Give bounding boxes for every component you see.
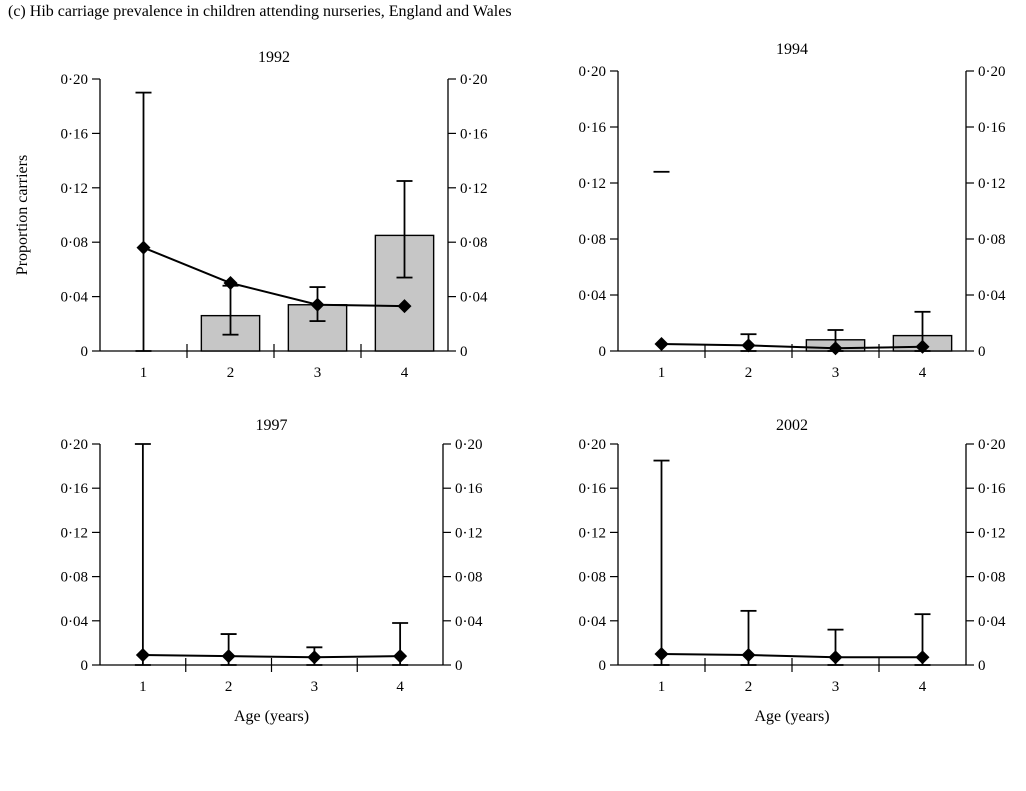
y-axis-label: Proportion carriers <box>14 155 31 275</box>
data-point-marker <box>828 341 843 356</box>
series-line <box>142 654 401 659</box>
y-tick-label-right: 0·12 <box>978 525 1006 541</box>
y-tick-label-right: 0·16 <box>460 126 488 142</box>
y-tick-label-left: 0·12 <box>61 525 89 541</box>
data-point-marker <box>828 650 843 665</box>
x-tick-label: 1 <box>140 365 148 381</box>
y-tick-label-left: 0 <box>599 658 607 674</box>
x-tick-label: 3 <box>311 679 319 695</box>
x-tick-label: 3 <box>832 365 840 381</box>
x-tick-label: 3 <box>832 679 840 695</box>
y-tick-label-right: 0·12 <box>978 176 1006 192</box>
series-line <box>143 246 405 308</box>
series-line <box>661 652 923 659</box>
chart-panel-1997: 1997 0 0 0·04 0·04 0·08 0·08 0·12 0·12 0·16 0·16 0·… <box>61 417 483 725</box>
chart-panel-2002: 2002 0 0 0·04 0·04 0·08 0·08 0·12 0·12 0·16 0·16 0·… <box>579 417 1006 725</box>
x-tick-label: 4 <box>919 679 927 695</box>
x-axis-label: Age (years) <box>234 708 309 725</box>
figure-caption: (c) Hib carriage prevalence in children … <box>8 3 512 20</box>
panel-title: 2002 <box>776 417 808 434</box>
y-tick-label-right: 0·08 <box>460 235 488 251</box>
data-point-marker <box>223 276 238 290</box>
y-tick-label-left: 0·16 <box>579 120 607 136</box>
y-tick-label-right: 0·16 <box>978 481 1006 497</box>
data-point-marker <box>915 650 930 665</box>
y-tick-label-right: 0·04 <box>455 614 483 630</box>
y-tick-label-right: 0·12 <box>455 525 483 541</box>
x-tick-label: 2 <box>227 365 235 381</box>
data-point-marker <box>397 299 412 314</box>
y-tick-label-left: 0·04 <box>579 614 607 630</box>
y-tick-label-right: 0·20 <box>455 437 483 453</box>
y-tick-label-left: 0·08 <box>579 232 607 248</box>
y-tick-label-right: 0·04 <box>978 614 1006 630</box>
y-tick-label-left: 0·20 <box>579 437 607 453</box>
x-tick-label: 1 <box>139 679 147 695</box>
data-point-marker <box>310 297 325 312</box>
y-tick-label-right: 0·16 <box>978 120 1006 136</box>
x-tick-label: 1 <box>658 365 666 381</box>
x-tick-label: 4 <box>401 365 409 381</box>
y-tick-label-left: 0·12 <box>579 176 607 192</box>
y-tick-label-right: 0 <box>978 658 986 674</box>
data-point-marker <box>915 339 930 354</box>
y-tick-label-left: 0 <box>81 658 89 674</box>
y-tick-label-left: 0·16 <box>61 126 89 142</box>
data-point-marker <box>654 337 669 351</box>
y-tick-label-left: 0·04 <box>579 288 607 304</box>
x-axis-label: Age (years) <box>754 708 829 725</box>
y-tick-label-left: 0·08 <box>61 570 89 586</box>
y-tick-label-left: 0 <box>81 344 89 360</box>
x-tick-label: 2 <box>745 365 753 381</box>
y-tick-label-right: 0 <box>455 658 463 674</box>
y-tick-label-left: 0·04 <box>61 614 89 630</box>
y-tick-label-right: 0·04 <box>460 290 488 306</box>
data-point-marker <box>741 338 756 353</box>
y-tick-label-right: 0·20 <box>978 437 1006 453</box>
y-tick-label-left: 0·16 <box>579 481 607 497</box>
data-point-marker <box>135 648 150 663</box>
x-tick-label: 2 <box>225 679 233 695</box>
y-tick-label-left: 0·20 <box>61 437 89 453</box>
y-tick-label-left: 0·16 <box>61 481 89 497</box>
y-tick-label-right: 0·16 <box>455 481 483 497</box>
y-tick-label-right: 0·08 <box>455 570 483 586</box>
y-tick-label-right: 0·12 <box>460 181 488 197</box>
x-tick-label: 4 <box>396 679 404 695</box>
y-tick-label-left: 0 <box>599 344 607 360</box>
y-tick-label-left: 0·08 <box>61 235 89 251</box>
x-tick-label: 3 <box>314 365 322 381</box>
panel-title: 1992 <box>258 49 290 66</box>
data-point-marker <box>136 240 151 255</box>
panel-title: 1994 <box>776 41 808 58</box>
y-tick-label-right: 0·08 <box>978 570 1006 586</box>
data-point-marker <box>393 649 408 664</box>
y-tick-label-left: 0·20 <box>61 72 89 88</box>
series-line <box>661 343 923 350</box>
x-tick-label: 2 <box>745 679 753 695</box>
y-tick-label-right: 0·20 <box>978 64 1006 80</box>
y-tick-label-right: 0 <box>978 344 986 360</box>
x-tick-label: 4 <box>919 365 927 381</box>
chart-panel-1992: 1992 0 0 0·04 0·04 0·08 0·08 0·12 0·12 0·16 0·16 0·… <box>14 49 488 381</box>
chart-panel-1994: 1994 0 0 0·04 0·04 0·08 0·08 0·12 0·12 0·16 0·16 0·… <box>579 41 1006 381</box>
y-tick-label-left: 0·20 <box>579 64 607 80</box>
y-tick-label-left: 0·12 <box>61 181 89 197</box>
data-point-marker <box>741 648 756 663</box>
y-tick-label-left: 0·08 <box>579 570 607 586</box>
y-tick-label-right: 0 <box>460 344 468 360</box>
y-tick-label-right: 0·04 <box>978 288 1006 304</box>
y-tick-label-right: 0·08 <box>978 232 1006 248</box>
panel-title: 1997 <box>256 417 288 434</box>
data-point-marker <box>221 649 236 664</box>
x-tick-label: 1 <box>658 679 666 695</box>
data-point-marker <box>654 646 669 661</box>
y-tick-label-left: 0·12 <box>579 525 607 541</box>
data-point-marker <box>307 650 322 665</box>
y-tick-label-right: 0·20 <box>460 72 488 88</box>
y-tick-label-left: 0·04 <box>61 290 89 306</box>
